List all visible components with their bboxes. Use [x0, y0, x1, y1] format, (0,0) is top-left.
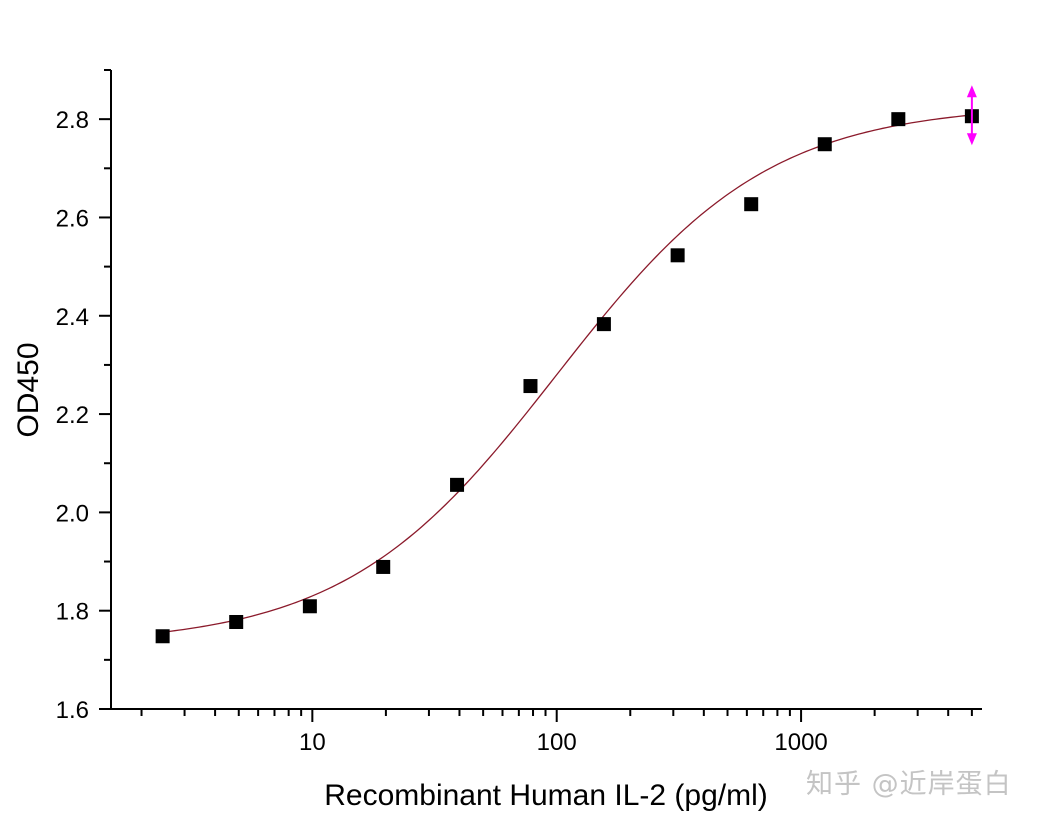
axes: 1.6 1.8 2.0 2.2 2.4 2.6 2.8 10 100 1000	[56, 69, 982, 756]
y-tick-label: 2.0	[56, 500, 89, 527]
y-tick-label: 1.6	[56, 697, 89, 724]
y-tick-label: 2.6	[56, 205, 89, 232]
data-point	[670, 248, 685, 263]
data-point	[450, 477, 465, 492]
data-point	[596, 317, 611, 332]
x-axis-title: Recombinant Human IL-2 (pg/ml)	[324, 779, 768, 812]
y-tick-label: 2.2	[56, 402, 89, 429]
y-tick-label: 2.4	[56, 304, 89, 331]
data-point	[523, 379, 538, 394]
data-point	[302, 599, 317, 614]
data-point	[155, 629, 170, 644]
data-point	[376, 559, 391, 574]
y-tick-label: 1.8	[56, 599, 89, 626]
data-points	[155, 109, 979, 644]
data-point	[891, 112, 906, 127]
x-tick-label: 10	[299, 729, 326, 756]
x-tick-label: 100	[537, 729, 577, 756]
double-arrow-marker-icon	[966, 85, 977, 146]
data-point	[817, 137, 832, 152]
watermark: 知乎 @近岸蛋白	[806, 769, 1012, 800]
x-tick-label: 1000	[774, 729, 827, 756]
y-axis-title: OD450	[12, 342, 45, 437]
data-point	[229, 614, 244, 629]
fit-curve	[162, 114, 972, 633]
data-point	[744, 197, 759, 212]
y-tick-label: 2.8	[56, 107, 89, 134]
